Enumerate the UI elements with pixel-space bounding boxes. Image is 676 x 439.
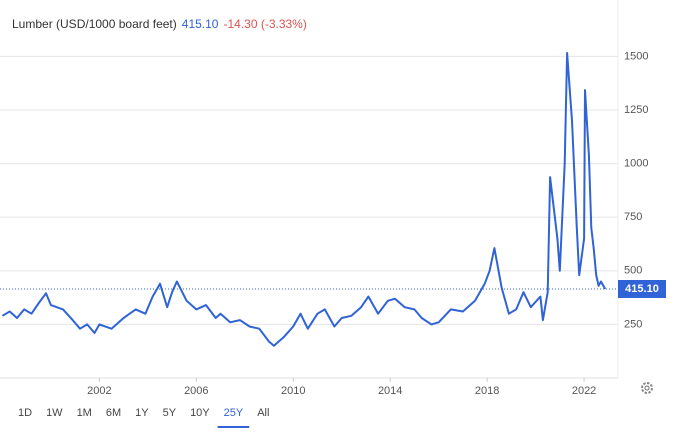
last-value-box bbox=[618, 279, 666, 298]
x-tick-label: 2010 bbox=[281, 385, 305, 397]
x-tick-label: 2018 bbox=[475, 385, 499, 397]
range-button[interactable]: 5Y bbox=[163, 407, 177, 419]
y-tick-label: 1250 bbox=[624, 104, 648, 116]
x-tick-label: 2022 bbox=[572, 385, 596, 397]
gear-center[interactable] bbox=[644, 385, 650, 391]
last-value-label: 415.10 bbox=[625, 283, 659, 295]
range-button[interactable]: 1Y bbox=[135, 407, 149, 419]
price-line bbox=[1, 52, 607, 347]
y-tick-label: 1000 bbox=[624, 157, 648, 169]
price-change: -14.30 (-3.33%) bbox=[223, 17, 306, 31]
range-button[interactable]: All bbox=[257, 407, 269, 419]
range-button[interactable]: 25Y bbox=[224, 407, 244, 419]
chart-title: Lumber (USD/1000 board feet) bbox=[12, 17, 177, 31]
y-tick-label: 750 bbox=[624, 211, 642, 223]
settings-icon[interactable] bbox=[641, 382, 653, 394]
range-button[interactable]: 1M bbox=[77, 407, 92, 419]
x-tick-label: 2014 bbox=[378, 385, 402, 397]
range-button[interactable]: 1D bbox=[18, 407, 32, 419]
x-tick-label: 2002 bbox=[87, 385, 111, 397]
range-button[interactable]: 10Y bbox=[190, 407, 210, 419]
x-tick-label: 2006 bbox=[184, 385, 208, 397]
active-underline bbox=[217, 426, 250, 428]
gear[interactable] bbox=[641, 382, 653, 394]
y-tick-label: 500 bbox=[624, 265, 642, 277]
y-tick-label: 250 bbox=[624, 318, 642, 330]
price: 415.10 bbox=[182, 17, 219, 31]
range-button[interactable]: 1W bbox=[46, 407, 63, 419]
range-button[interactable]: 6M bbox=[106, 407, 121, 419]
y-tick-label: 1500 bbox=[624, 50, 648, 62]
